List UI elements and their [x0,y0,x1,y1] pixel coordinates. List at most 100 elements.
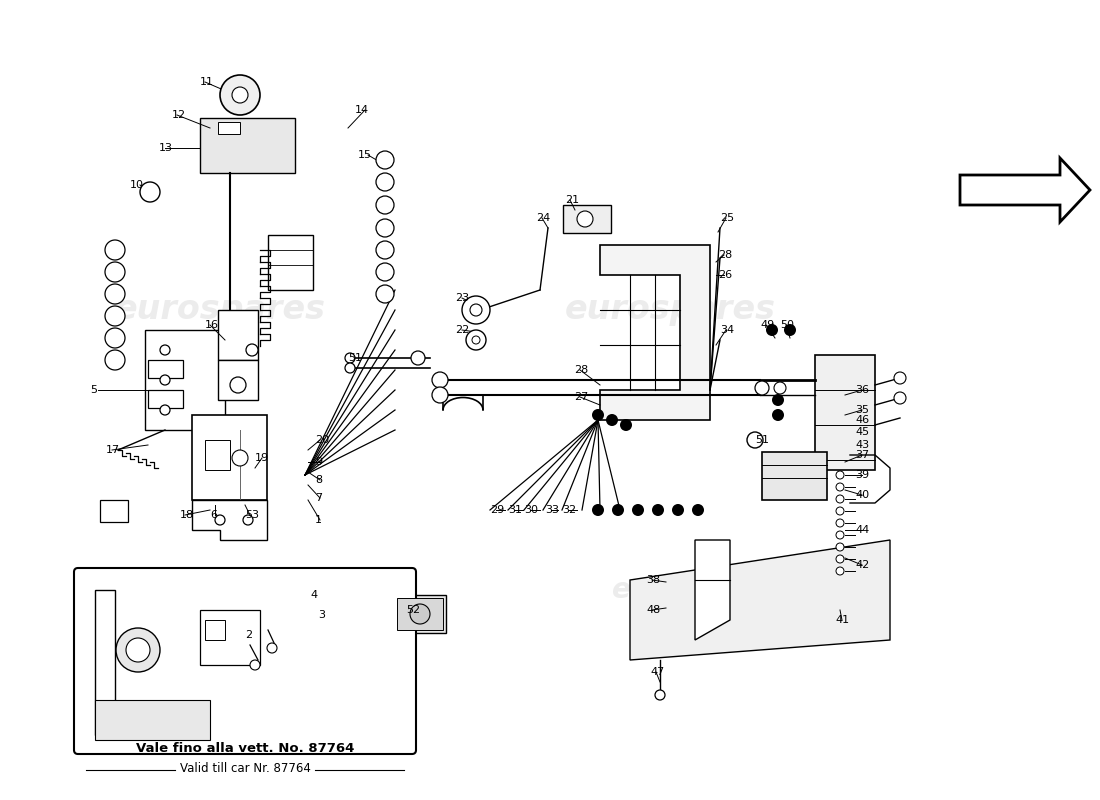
Bar [200,610,260,665]
Polygon shape [192,500,267,540]
Text: 34: 34 [720,325,734,335]
Text: 21: 21 [565,195,579,205]
Bar [148,390,183,408]
Bar [100,500,128,522]
Circle shape [104,328,125,348]
Circle shape [104,350,125,370]
Circle shape [894,392,906,404]
Circle shape [214,515,225,525]
Text: 50: 50 [780,320,794,330]
Circle shape [894,372,906,384]
Circle shape [104,240,125,260]
Circle shape [462,296,490,324]
Circle shape [432,372,448,388]
Text: 16: 16 [205,320,219,330]
Circle shape [836,507,844,515]
Circle shape [160,405,170,415]
Text: 13: 13 [160,143,173,153]
Circle shape [470,304,482,316]
Circle shape [836,495,844,503]
Circle shape [160,345,170,355]
Circle shape [592,504,604,516]
Bar [563,205,611,233]
Circle shape [376,151,394,169]
Circle shape [472,336,480,344]
Text: 5: 5 [90,385,97,395]
Text: 22: 22 [455,325,470,335]
Circle shape [772,409,784,421]
Polygon shape [95,700,210,740]
Circle shape [836,567,844,575]
Text: 52: 52 [406,605,420,615]
Text: 38: 38 [646,575,660,585]
Text: eurospares: eurospares [114,294,326,326]
Text: 17: 17 [106,445,120,455]
Text: 18: 18 [180,510,194,520]
Text: 4: 4 [310,590,317,600]
Circle shape [376,196,394,214]
Polygon shape [960,158,1090,222]
Circle shape [160,375,170,385]
Circle shape [230,377,246,393]
Text: 53: 53 [245,510,258,520]
Text: Vale fino alla vett. No. 87764: Vale fino alla vett. No. 87764 [135,742,354,755]
Circle shape [104,262,125,282]
Bar [200,118,295,173]
Polygon shape [695,540,730,640]
Text: 19: 19 [255,453,270,463]
Circle shape [766,324,778,336]
Text: 32: 32 [562,505,576,515]
Circle shape [432,387,448,403]
Circle shape [345,353,355,363]
Text: 46: 46 [855,415,869,425]
Bar [205,440,230,470]
Circle shape [126,638,150,662]
Polygon shape [145,330,226,430]
Circle shape [592,409,604,421]
Circle shape [246,344,258,356]
Text: 51: 51 [348,353,362,363]
Bar [192,415,267,500]
Polygon shape [95,590,200,735]
Text: 7: 7 [315,493,322,503]
Text: 29: 29 [490,505,504,515]
Text: 25: 25 [720,213,734,223]
Circle shape [376,263,394,281]
Bar [205,620,225,640]
Circle shape [654,690,666,700]
Circle shape [578,211,593,227]
Circle shape [376,173,394,191]
Text: 14: 14 [355,105,370,115]
Circle shape [672,504,684,516]
Text: 33: 33 [544,505,559,515]
Text: 28: 28 [718,250,733,260]
Text: 37: 37 [855,450,869,460]
Circle shape [140,182,159,202]
Text: 42: 42 [855,560,869,570]
Circle shape [606,414,618,426]
Text: 8: 8 [315,475,322,485]
Circle shape [836,543,844,551]
Circle shape [104,306,125,326]
Text: 23: 23 [455,293,469,303]
Circle shape [267,643,277,653]
Bar [218,360,258,400]
Polygon shape [630,540,890,660]
Circle shape [652,504,664,516]
Text: 30: 30 [524,505,538,515]
Bar [268,235,313,290]
Circle shape [376,285,394,303]
Circle shape [612,504,624,516]
Text: 6: 6 [210,510,217,520]
Circle shape [232,450,248,466]
Bar [815,355,875,470]
Text: 48: 48 [646,605,660,615]
Text: 2: 2 [245,630,252,640]
Circle shape [250,660,260,670]
Text: 49: 49 [760,320,774,330]
Text: 12: 12 [172,110,186,120]
Text: 3: 3 [318,610,324,620]
Circle shape [232,87,248,103]
Text: 20: 20 [315,435,329,445]
Bar [762,452,827,500]
